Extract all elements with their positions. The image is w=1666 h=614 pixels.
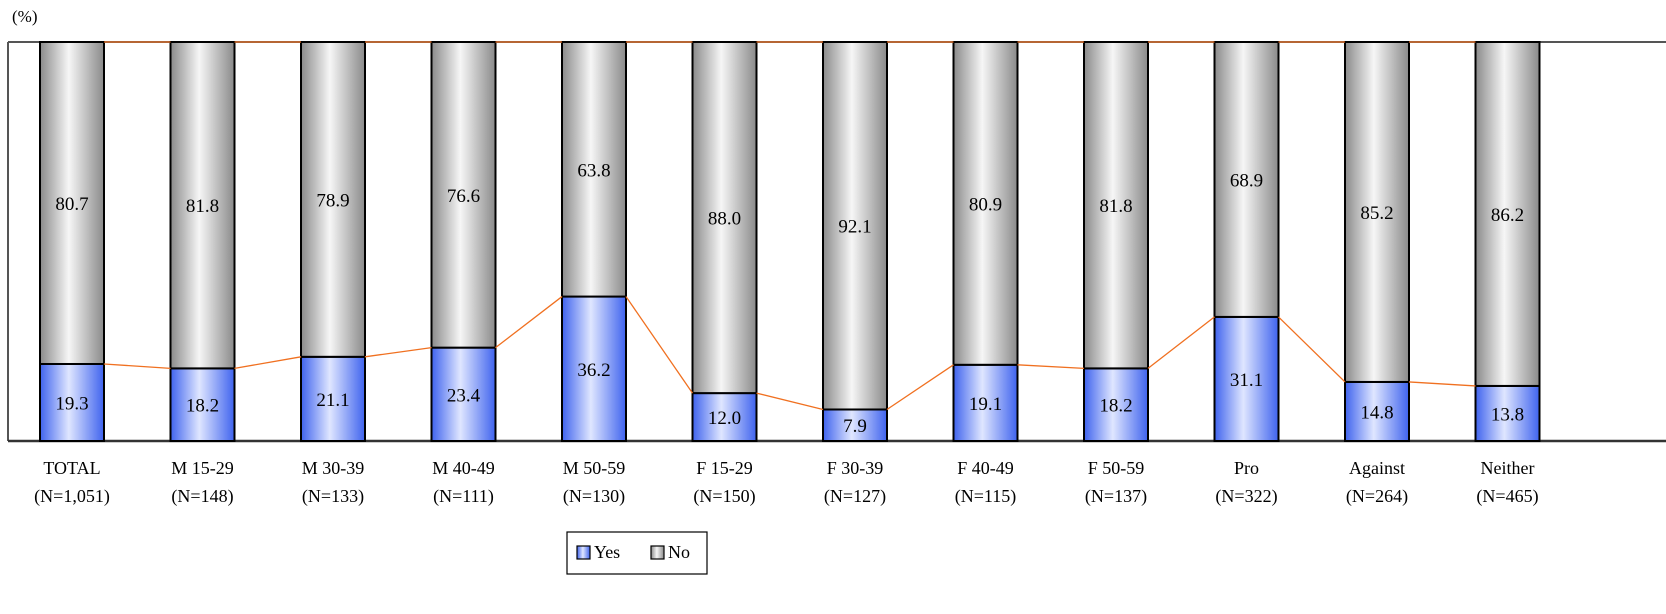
series-line-yes: [625, 296, 694, 394]
bar-no: [822, 41, 888, 411]
bar-yes: [1213, 315, 1280, 443]
data-label-yes: 13.8: [1491, 404, 1524, 425]
series-line-yes: [886, 364, 954, 411]
series-line-yes: [1408, 381, 1476, 387]
legend-swatch-no: [650, 545, 665, 560]
bar-yes: [561, 295, 627, 443]
bar-no: [300, 41, 366, 358]
data-label-yes: 12.0: [708, 408, 741, 429]
bar-no: [1344, 41, 1410, 383]
x-tick-label: F 30-39: [827, 458, 884, 478]
data-label-no: 63.8: [577, 160, 610, 181]
x-tick-label: M 40-49: [432, 458, 495, 478]
x-tick-sample-size: (N=111): [433, 486, 494, 507]
series-line-yes: [1147, 316, 1215, 369]
data-label-no: 88.0: [708, 209, 741, 230]
bar-no: [952, 41, 1019, 366]
bar-yes: [1083, 367, 1149, 442]
x-tick-label: TOTAL: [43, 458, 100, 478]
series-line-yes: [1017, 364, 1085, 370]
x-tick-sample-size: (N=133): [302, 486, 364, 507]
x-tick-sample-size: (N=264): [1346, 486, 1408, 507]
series-line-yes: [756, 392, 824, 411]
x-tick-label: Pro: [1234, 458, 1259, 478]
x-tick-sample-size: (N=115): [955, 486, 1016, 507]
data-label-yes: 31.1: [1230, 370, 1263, 391]
bar-yes: [952, 363, 1019, 442]
series-line-yes: [364, 346, 432, 358]
x-tick-sample-size: (N=130): [563, 486, 625, 507]
data-label-yes: 14.8: [1360, 402, 1393, 423]
x-tick-sample-size: (N=150): [693, 486, 755, 507]
series-line-yes: [1278, 316, 1346, 383]
unit-label: (%): [12, 7, 37, 26]
x-tick-sample-size: (N=1,051): [34, 486, 110, 507]
x-tick-label: F 15-29: [696, 458, 753, 478]
bar-no: [1083, 41, 1149, 370]
series-line-yes: [495, 296, 563, 349]
bar-yes: [39, 362, 105, 443]
data-label-no: 80.7: [55, 194, 88, 215]
data-label-no: 92.1: [838, 217, 871, 238]
data-label-yes: 18.2: [1099, 396, 1132, 417]
bar-no: [1213, 41, 1280, 318]
data-label-yes: 19.3: [55, 393, 88, 414]
bar-no: [169, 41, 236, 370]
bar-no: [39, 41, 105, 365]
data-label-no: 86.2: [1491, 205, 1524, 226]
data-label-no: 81.8: [186, 196, 219, 217]
bar-yes: [169, 367, 236, 442]
bar-yes: [822, 408, 888, 443]
data-label-no: 81.8: [1099, 196, 1132, 217]
x-tick-label: M 30-39: [302, 458, 365, 478]
x-tick-sample-size: (N=137): [1085, 486, 1147, 507]
x-tick-label: F 40-49: [957, 458, 1014, 478]
x-tick-label: Neither: [1481, 458, 1535, 478]
series-line-yes: [103, 363, 171, 370]
bar-no: [430, 41, 497, 349]
x-tick-sample-size: (N=465): [1476, 486, 1538, 507]
bar-no: [691, 41, 758, 395]
bar-yes: [430, 346, 497, 442]
x-tick-sample-size: (N=127): [824, 486, 886, 507]
bar-yes: [691, 392, 758, 442]
data-label-no: 78.9: [316, 190, 349, 211]
x-tick-sample-size: (N=322): [1215, 486, 1277, 507]
legend-label-yes: Yes: [594, 542, 620, 562]
x-tick-label: M 50-59: [563, 458, 626, 478]
data-label-no: 76.6: [447, 186, 480, 207]
data-label-no: 80.9: [969, 194, 1002, 215]
bar-no: [561, 41, 627, 298]
x-tick-label: Against: [1349, 458, 1405, 478]
x-tick-sample-size: (N=148): [171, 486, 233, 507]
data-label-yes: 7.9: [843, 416, 867, 437]
x-tick-label: F 50-59: [1088, 458, 1145, 478]
x-tick-label: M 15-29: [171, 458, 234, 478]
bar-no: [1474, 41, 1541, 387]
data-label-no: 85.2: [1360, 203, 1393, 224]
data-label-yes: 18.2: [186, 396, 219, 417]
series-line-yes: [234, 356, 302, 370]
data-label-yes: 21.1: [316, 390, 349, 411]
data-label-yes: 19.1: [969, 394, 1002, 415]
legend-label-no: No: [668, 542, 690, 562]
data-label-yes: 23.4: [447, 385, 481, 406]
data-label-yes: 36.2: [577, 360, 610, 381]
data-label-no: 68.9: [1230, 170, 1263, 191]
legend-swatch-yes: [576, 545, 591, 560]
